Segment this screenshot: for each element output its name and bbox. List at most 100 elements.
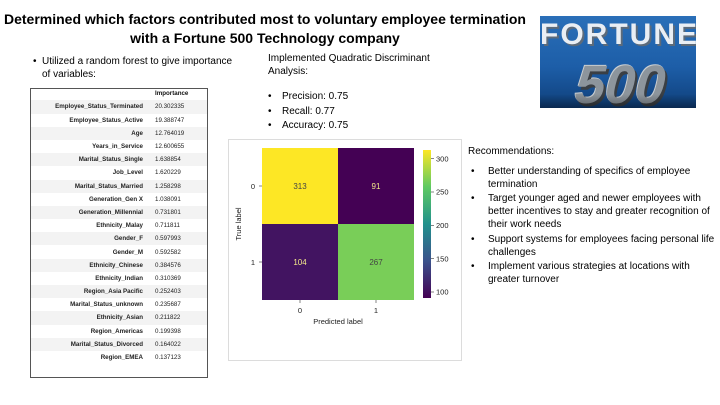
variable-name: Ethnicity_Asian bbox=[31, 311, 151, 325]
variable-name: Job_Level bbox=[112, 169, 143, 177]
metric-accuracy: • Accuracy: 0.75 bbox=[268, 119, 348, 134]
matrix-cell bbox=[338, 148, 414, 224]
recommendation-text: Better understanding of specifics of emp… bbox=[488, 165, 691, 190]
importance-value: 12.764019 bbox=[151, 126, 207, 140]
slide-title: Determined which factors contributed mos… bbox=[0, 10, 530, 48]
importance-value: 20.302335 bbox=[151, 100, 207, 114]
variable-name: Marital_Status_Single bbox=[31, 153, 151, 167]
x-tick-label: 0 bbox=[298, 306, 302, 315]
recommendation-text: Support systems for employees facing per… bbox=[488, 233, 715, 258]
variable-name: Generation_Gen X bbox=[89, 195, 143, 203]
variable-name: Marital_Status_Divorced bbox=[31, 337, 151, 351]
y-tick-label: 0 bbox=[251, 182, 255, 191]
table-row: Region_EMEA 0.137123 bbox=[31, 351, 207, 364]
colorbar-tick-label: 100 bbox=[436, 288, 449, 297]
bullet-icon: • bbox=[268, 105, 272, 117]
matrix-cell bbox=[262, 224, 338, 300]
variable-name: Gender_F bbox=[31, 232, 151, 246]
variable-name: Ethnicity_Indian bbox=[95, 274, 143, 282]
variable-name: Ethnicity_Malay bbox=[96, 222, 143, 230]
importance-table: Importance Employee_Status_Terminated 20.… bbox=[31, 89, 207, 364]
bullet-icon: • bbox=[471, 233, 475, 245]
table-row: Marital_Status_Married 1.258298 bbox=[31, 179, 207, 193]
recommendations-section: Recommendations: • Better understanding o… bbox=[468, 146, 718, 289]
logo-shadow bbox=[540, 94, 696, 108]
table-row: Gender_M 0.592582 bbox=[31, 245, 207, 258]
variable-name: Years_in_Service bbox=[92, 143, 143, 151]
matrix-cell bbox=[338, 224, 414, 300]
importance-value: 1.038091 bbox=[155, 195, 181, 203]
importance-value: 1.620229 bbox=[155, 169, 181, 177]
bullet-icon: • bbox=[268, 120, 272, 131]
importance-value: 1.638854 bbox=[151, 153, 207, 167]
variable-name: Employee_Status_Active bbox=[69, 116, 143, 124]
importance-value: 0.211822 bbox=[151, 311, 207, 325]
qda-heading: Implemented Quadratic Discriminant Analy… bbox=[268, 53, 430, 77]
bullet-icon: • bbox=[33, 56, 37, 67]
logo-word: FORTUNE bbox=[540, 18, 696, 51]
importance-value: 0.731801 bbox=[151, 205, 207, 220]
colorbar bbox=[423, 150, 431, 298]
importance-value: 0.310369 bbox=[155, 274, 181, 282]
metrics-list: • Precision: 0.75 • Recall: 0.77 • Accuracy… bbox=[268, 90, 348, 134]
confusion-matrix-chart: 313 91 104 267 0 1 0 1 Predicted label True label… bbox=[234, 148, 449, 326]
importance-column-header: Importance bbox=[155, 90, 189, 98]
random-forest-bullet: • Utilized a random forest to give impor… bbox=[33, 55, 233, 81]
variable-name: Region_Asia Pacific bbox=[31, 285, 151, 299]
x-axis-label: Predicted label bbox=[313, 317, 363, 326]
table-row: Ethnicity_Indian 0.310369 bbox=[31, 272, 207, 285]
metric-precision: • Precision: 0.75 bbox=[268, 90, 348, 105]
fortune-500-logo: FORTUNE 500 bbox=[540, 16, 696, 108]
table-row: Marital_Status_Divorced 0.164022 bbox=[31, 337, 207, 351]
importance-value: 0.137123 bbox=[155, 354, 181, 362]
importance-value: 19.388747 bbox=[155, 116, 185, 124]
importance-value: 0.592582 bbox=[155, 248, 181, 256]
variable-name: Marital_Status_unknown bbox=[70, 301, 143, 309]
importance-value: 0.711811 bbox=[155, 222, 180, 230]
importance-value: 1.258298 bbox=[151, 179, 207, 193]
cell-value: 313 bbox=[293, 182, 307, 191]
bullet-icon: • bbox=[471, 261, 475, 273]
variable-name: Marital_Status_Married bbox=[31, 179, 151, 193]
cell-value: 91 bbox=[372, 182, 381, 191]
matrix-cell bbox=[262, 148, 338, 224]
importance-value: 0.597993 bbox=[151, 232, 207, 246]
importance-table-panel: Importance Employee_Status_Terminated 20.… bbox=[30, 88, 208, 378]
bullet-icon: • bbox=[471, 193, 475, 205]
y-axis-label: True label bbox=[234, 207, 243, 240]
recommendation-text: Target younger aged and newer employees … bbox=[488, 193, 710, 230]
colorbar-tick-label: 300 bbox=[436, 154, 449, 163]
variable-name: Employee_Status_Terminated bbox=[31, 100, 151, 114]
table-row: Generation_Gen X 1.038091 bbox=[31, 193, 207, 206]
metric-text: Precision: 0.75 bbox=[282, 91, 349, 102]
table-row: Gender_F 0.597993 bbox=[31, 232, 207, 246]
metric-text: Recall: 0.77 bbox=[282, 105, 335, 117]
table-row: Ethnicity_Asian 0.211822 bbox=[31, 311, 207, 325]
table-row: Marital_Status_unknown 0.235687 bbox=[31, 298, 207, 311]
recommendations-heading: Recommendations: bbox=[468, 146, 555, 157]
cell-value: 267 bbox=[369, 258, 383, 267]
table-row: Employee_Status_Active 19.388747 bbox=[31, 114, 207, 127]
colorbar-tick-label: 150 bbox=[436, 254, 449, 263]
table-row: Marital_Status_Single 1.638854 bbox=[31, 153, 207, 167]
title-line-1: Determined which factors contributed mos… bbox=[4, 11, 526, 27]
table-row: Years_in_Service 12.600655 bbox=[31, 140, 207, 153]
variable-name: Gender_M bbox=[112, 248, 143, 256]
importance-value: 0.164022 bbox=[151, 337, 207, 351]
bullet-icon: • bbox=[268, 91, 272, 102]
bullet-icon: • bbox=[471, 165, 475, 177]
variable-name: Region_Americas bbox=[90, 327, 143, 335]
importance-value: 0.252403 bbox=[151, 285, 207, 299]
table-row: Ethnicity_Malay 0.711811 bbox=[31, 219, 207, 232]
recommendation-item: • Target younger aged and newer employees… bbox=[468, 193, 718, 231]
table-row: Job_Level 1.620229 bbox=[31, 166, 207, 179]
table-row: Region_Asia Pacific 0.252403 bbox=[31, 285, 207, 299]
table-row: Age 12.764019 bbox=[31, 126, 207, 140]
variable-name: Age bbox=[31, 126, 151, 140]
variable-name: Ethnicity_Chinese bbox=[31, 258, 151, 272]
table-row: Generation_Millennial 0.731801 bbox=[31, 205, 207, 220]
cell-value: 104 bbox=[293, 258, 307, 267]
variable-name: Generation_Millennial bbox=[31, 205, 151, 220]
recommendation-item: • Better understanding of specifics of em… bbox=[468, 166, 718, 192]
metric-recall: • Recall: 0.77 bbox=[268, 105, 348, 120]
